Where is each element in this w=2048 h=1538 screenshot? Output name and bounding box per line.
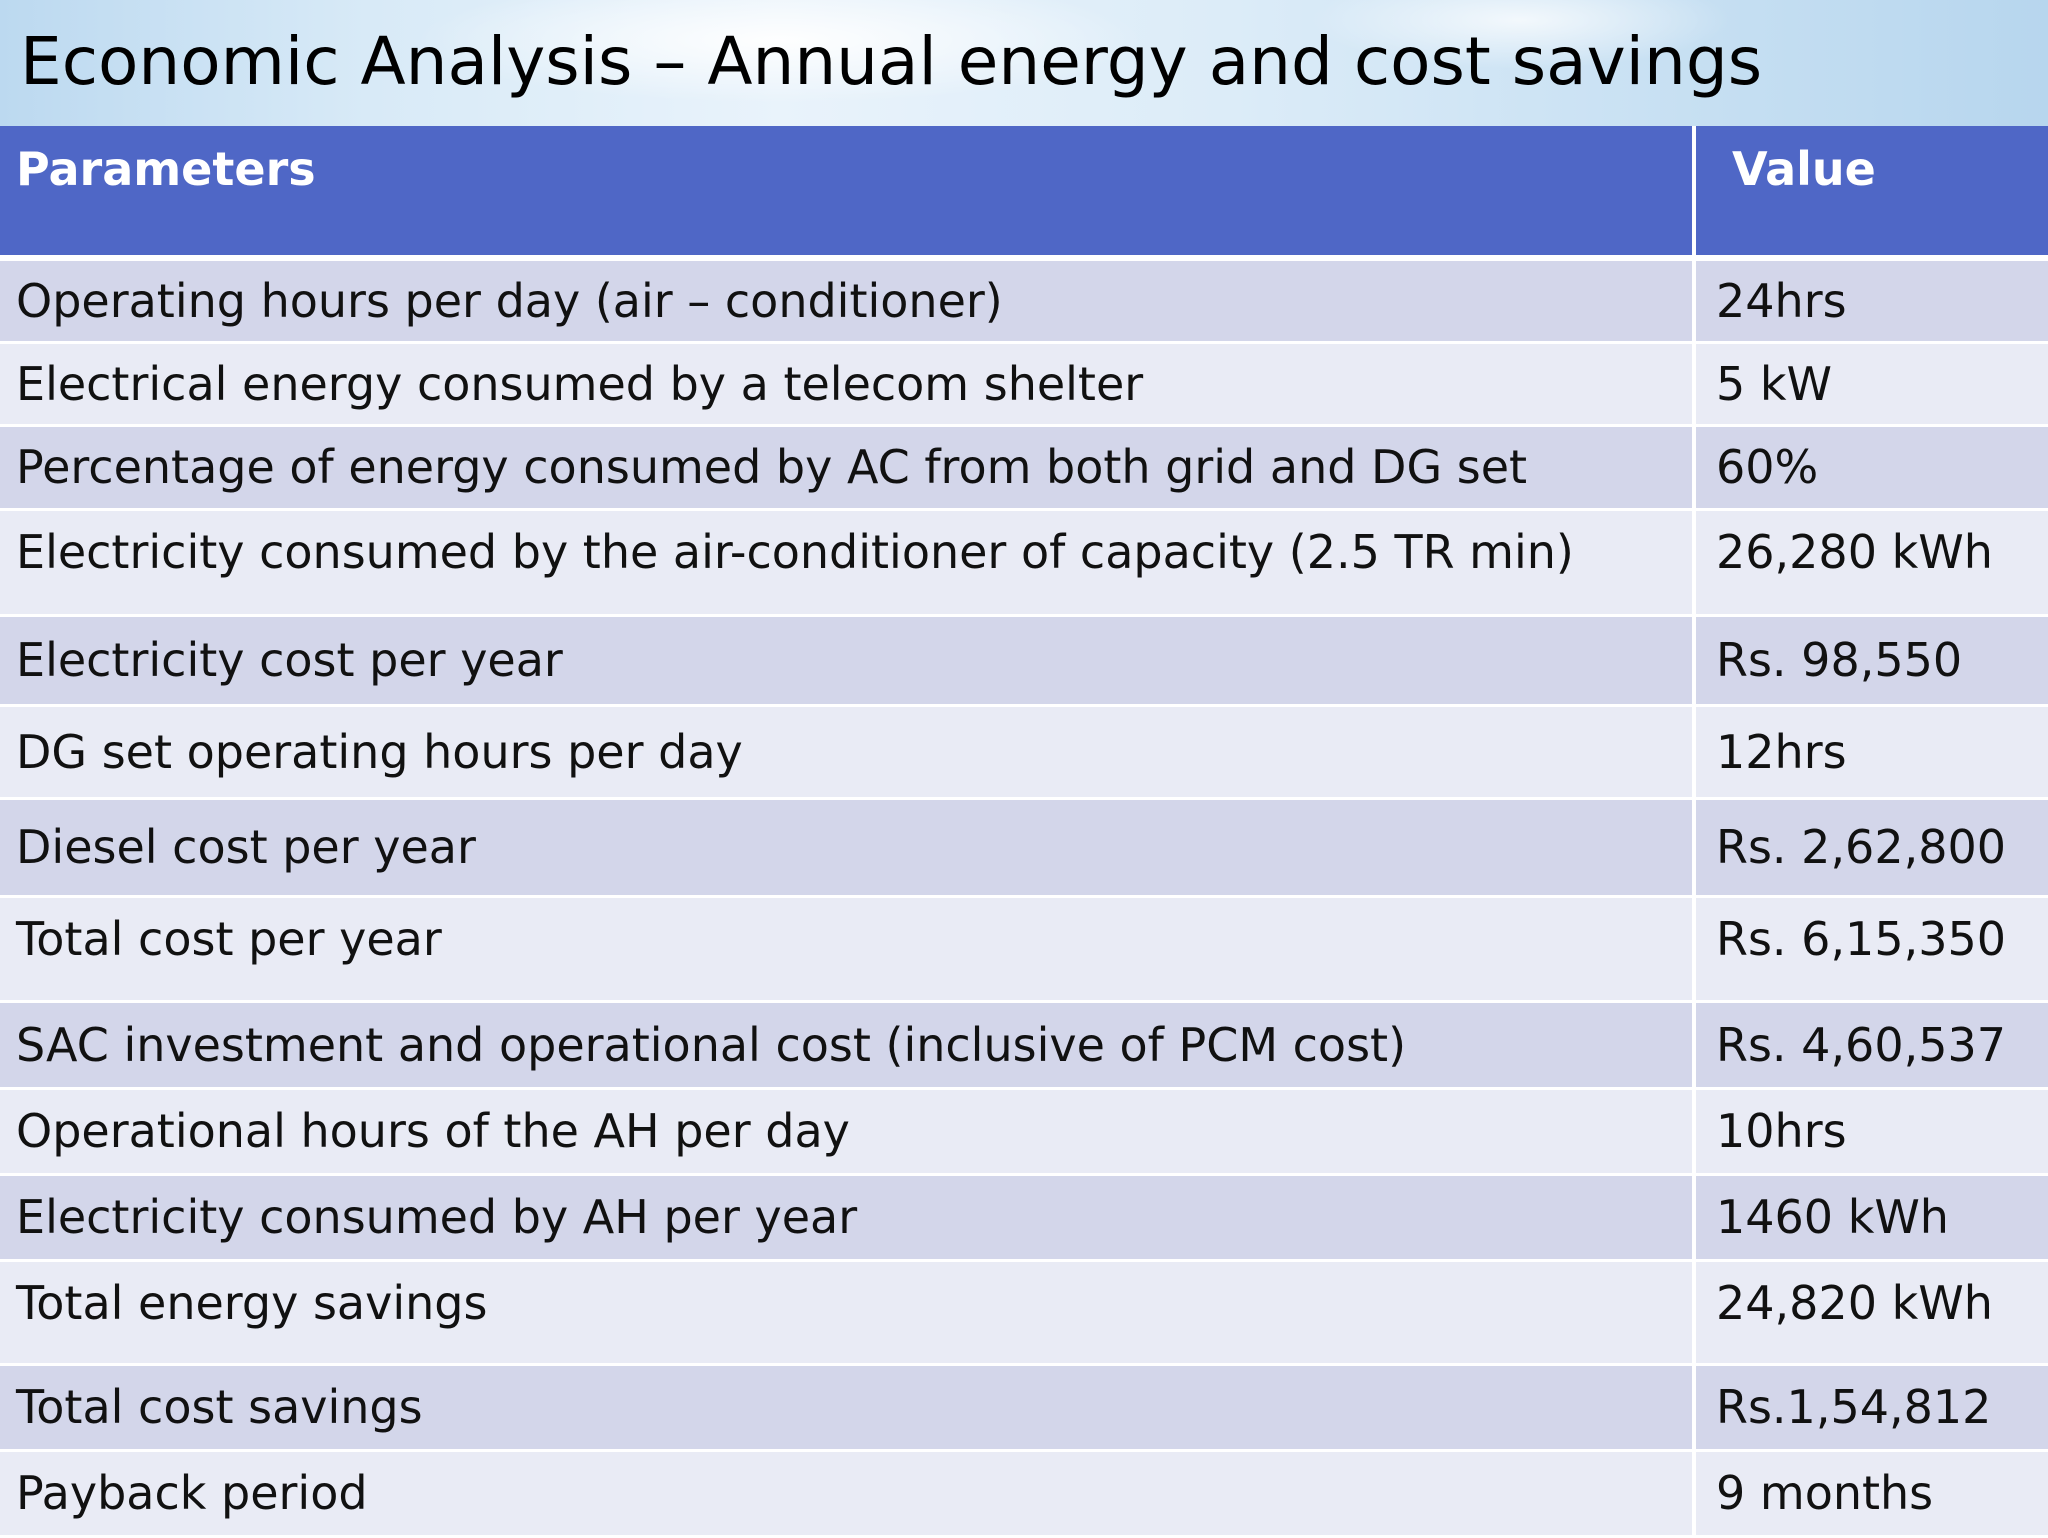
table-row: Operating hours per day (air – condition… bbox=[0, 258, 2048, 344]
table-row: Total energy savings 24,820 kWh bbox=[0, 1260, 2048, 1366]
value-cell: Rs. 4,60,537 bbox=[1692, 1001, 2048, 1090]
value-cell: 26,280 kWh bbox=[1692, 509, 2048, 617]
table-row: Electricity consumed by the air-conditio… bbox=[0, 509, 2048, 617]
table-row: Electricity cost per year Rs. 98,550 bbox=[0, 615, 2048, 707]
parameter-cell: Payback period bbox=[0, 1450, 1694, 1538]
table-header: Parameters Value bbox=[0, 126, 2048, 261]
value-cell: 10hrs bbox=[1692, 1088, 2048, 1176]
table-row: SAC investment and operational cost (inc… bbox=[0, 1001, 2048, 1090]
value-cell: 24,820 kWh bbox=[1692, 1260, 2048, 1366]
value-cell: Rs. 98,550 bbox=[1692, 615, 2048, 707]
table-body: Operating hours per day (air – condition… bbox=[0, 258, 2048, 1538]
title-bar: Economic Analysis – Annual energy and co… bbox=[0, 0, 2048, 126]
table-row: Total cost savings Rs.1,54,812 bbox=[0, 1364, 2048, 1452]
page-title: Economic Analysis – Annual energy and co… bbox=[20, 23, 1763, 100]
value-cell: 9 months bbox=[1692, 1450, 2048, 1538]
parameter-cell: Operating hours per day (air – condition… bbox=[0, 258, 1694, 344]
parameter-cell: Electricity consumed by the air-conditio… bbox=[0, 509, 1694, 617]
column-header-value: Value bbox=[1692, 126, 2048, 261]
parameter-cell: Electrical energy consumed by a telecom … bbox=[0, 342, 1694, 427]
column-header-parameters: Parameters bbox=[0, 126, 1694, 261]
parameters-table: Parameters Value Operating hours per day… bbox=[0, 126, 2048, 1538]
value-cell: 12hrs bbox=[1692, 705, 2048, 800]
value-cell: Rs.1,54,812 bbox=[1692, 1364, 2048, 1452]
table-row: Diesel cost per year Rs. 2,62,800 bbox=[0, 798, 2048, 898]
value-cell: 5 kW bbox=[1692, 342, 2048, 427]
header-row: Parameters Value bbox=[0, 126, 2048, 261]
parameter-cell: Diesel cost per year bbox=[0, 798, 1694, 898]
table-row: Operational hours of the AH per day 10hr… bbox=[0, 1088, 2048, 1176]
parameter-cell: Operational hours of the AH per day bbox=[0, 1088, 1694, 1176]
table-row: Electrical energy consumed by a telecom … bbox=[0, 342, 2048, 427]
parameter-cell: Electricity cost per year bbox=[0, 615, 1694, 707]
table-row: Percentage of energy consumed by AC from… bbox=[0, 425, 2048, 511]
table-row: Total cost per year Rs. 6,15,350 bbox=[0, 896, 2048, 1003]
value-cell: 24hrs bbox=[1692, 258, 2048, 344]
value-cell: Rs. 6,15,350 bbox=[1692, 896, 2048, 1003]
parameter-cell: SAC investment and operational cost (inc… bbox=[0, 1001, 1694, 1090]
parameter-cell: Total energy savings bbox=[0, 1260, 1694, 1366]
parameter-cell: Total cost per year bbox=[0, 896, 1694, 1003]
parameter-cell: Electricity consumed by AH per year bbox=[0, 1174, 1694, 1262]
value-cell: 60% bbox=[1692, 425, 2048, 511]
value-cell: Rs. 2,62,800 bbox=[1692, 798, 2048, 898]
parameter-cell: Total cost savings bbox=[0, 1364, 1694, 1452]
table-row: Electricity consumed by AH per year 1460… bbox=[0, 1174, 2048, 1262]
value-cell: 1460 kWh bbox=[1692, 1174, 2048, 1262]
table-row: Payback period 9 months bbox=[0, 1450, 2048, 1538]
table-row: DG set operating hours per day 12hrs bbox=[0, 705, 2048, 800]
parameter-cell: DG set operating hours per day bbox=[0, 705, 1694, 800]
parameter-cell: Percentage of energy consumed by AC from… bbox=[0, 425, 1694, 511]
